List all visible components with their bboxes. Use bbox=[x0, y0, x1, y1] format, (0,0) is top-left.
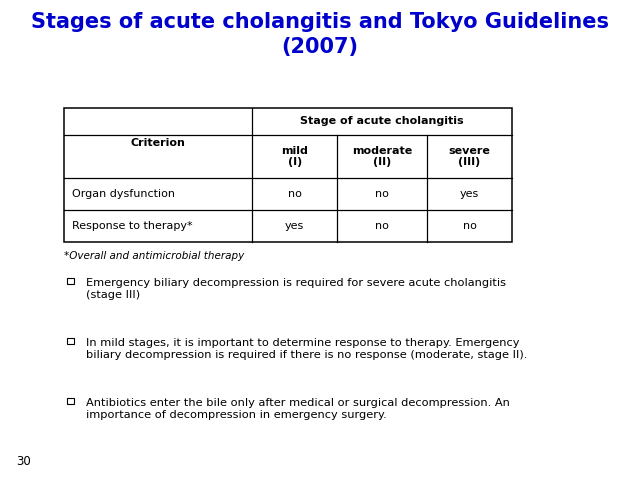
Text: severe
(III): severe (III) bbox=[449, 145, 490, 167]
Text: Stage of acute cholangitis: Stage of acute cholangitis bbox=[300, 117, 464, 126]
Text: Organ dysfunction: Organ dysfunction bbox=[72, 189, 175, 199]
Text: Criterion: Criterion bbox=[131, 138, 186, 148]
Text: no: no bbox=[375, 221, 389, 231]
Text: Stages of acute cholangitis and Tokyo Guidelines
(2007): Stages of acute cholangitis and Tokyo Gu… bbox=[31, 12, 609, 57]
Text: mild
(I): mild (I) bbox=[282, 145, 308, 167]
Bar bbox=[67, 397, 74, 404]
Text: Antibiotics enter the bile only after medical or surgical decompression. An
impo: Antibiotics enter the bile only after me… bbox=[86, 397, 510, 420]
Text: *Overall and antimicrobial therapy: *Overall and antimicrobial therapy bbox=[64, 251, 244, 261]
Text: Response to therapy*: Response to therapy* bbox=[72, 221, 192, 231]
Text: In mild stages, it is important to determine response to therapy. Emergency
bili: In mild stages, it is important to deter… bbox=[86, 338, 528, 360]
Bar bbox=[67, 338, 74, 344]
Text: no: no bbox=[375, 189, 389, 199]
Text: yes: yes bbox=[460, 189, 479, 199]
Bar bbox=[67, 277, 74, 284]
Text: moderate
(II): moderate (II) bbox=[352, 145, 412, 167]
Text: 30: 30 bbox=[16, 455, 31, 468]
Text: yes: yes bbox=[285, 221, 305, 231]
Text: no: no bbox=[288, 189, 301, 199]
Text: no: no bbox=[463, 221, 476, 231]
Text: Emergency biliary decompression is required for severe acute cholangitis
(stage : Emergency biliary decompression is requi… bbox=[86, 277, 506, 300]
